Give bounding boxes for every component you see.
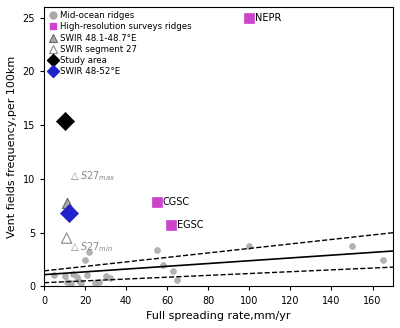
Text: NEPR: NEPR [255,13,281,23]
Point [170,269,176,274]
Text: CGSC: CGSC [162,196,190,207]
Point [61,273,68,278]
Point [154,199,160,204]
Point [51,272,58,277]
Point [92,281,98,286]
Point [160,262,166,268]
Point [61,118,68,124]
Point [64,200,70,205]
Point [70,271,76,276]
Point [82,257,88,262]
Point [174,277,181,283]
Point [84,272,90,277]
Point [102,273,109,278]
Point [74,274,80,279]
Point [78,281,84,286]
Point [380,257,386,262]
Point [64,236,70,241]
Point [96,279,103,285]
Point [168,223,174,228]
Text: $\triangle S27_{min}$: $\triangle S27_{min}$ [69,240,113,254]
Point [246,15,252,20]
Point [68,281,74,286]
Point [64,279,70,285]
Point [246,243,252,248]
Legend: Mid-ocean ridges, High-resolution surveys ridges, SWIR 48.1-48.7°E, SWIR segment: Mid-ocean ridges, High-resolution survey… [47,10,194,78]
Point [76,278,82,284]
Text: EGSC: EGSC [177,220,203,230]
Point [66,211,72,216]
Point [349,243,355,248]
X-axis label: Full spreading rate,mm/yr: Full spreading rate,mm/yr [146,311,291,321]
Point [154,247,160,253]
Text: $\triangle S27_{max}$: $\triangle S27_{max}$ [69,169,116,183]
Y-axis label: Vent fields frequency,per 100km: Vent fields frequency,per 100km [7,55,17,238]
Point [106,275,113,280]
Point [86,250,92,255]
